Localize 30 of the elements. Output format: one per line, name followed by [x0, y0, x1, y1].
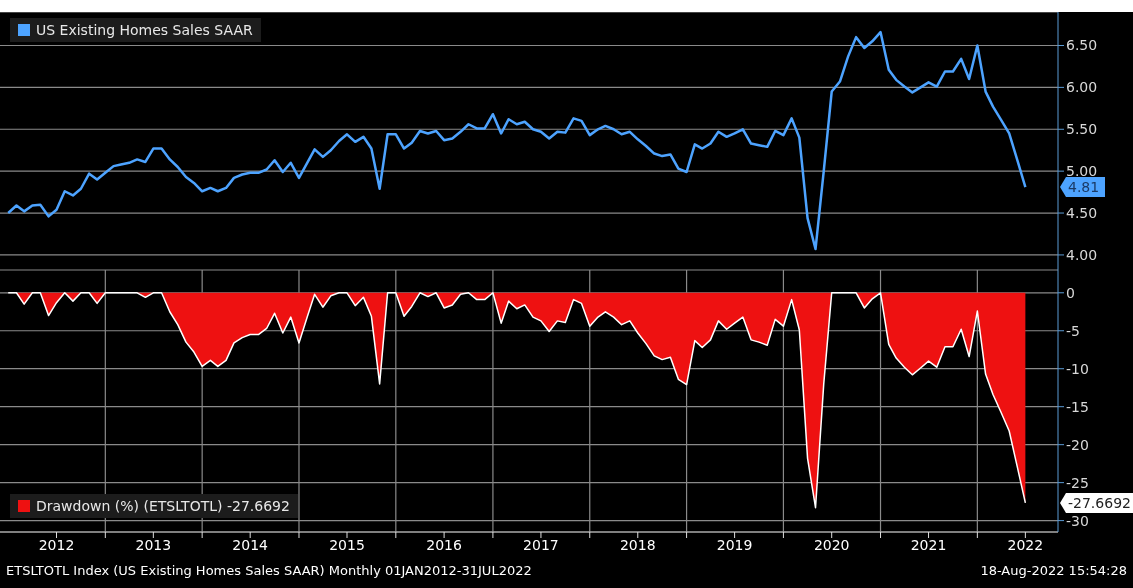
x-tick-label: 2016 — [426, 536, 463, 553]
text: -27.6692 — [1068, 494, 1131, 511]
y-tick-label: 4.50 — [1066, 205, 1098, 222]
y-tick-label: 4.00 — [1066, 246, 1098, 263]
legend-label: Drawdown (%) (ETSLTOTL) -27.6692 — [36, 498, 290, 514]
text: 18-Aug-2022 15:54:28 — [980, 562, 1127, 578]
y-tick-label: -30 — [1066, 512, 1089, 529]
x-tick-label: 2018 — [619, 536, 656, 553]
x-tick-label: 2019 — [716, 536, 753, 553]
x-tick-label: 2017 — [523, 536, 559, 553]
x-tick-label: 2015 — [329, 536, 365, 553]
y-tick-label: -10 — [1066, 360, 1089, 377]
y-tick-label: -25 — [1066, 474, 1089, 491]
legend-label: US Existing Homes Sales SAAR — [36, 22, 253, 38]
y-tick-label: 6.50 — [1066, 37, 1098, 54]
text: 4.81 — [1068, 179, 1100, 196]
x-tick-label: 2012 — [38, 536, 75, 553]
x-tick-label: 2020 — [813, 536, 850, 553]
y-tick-label: 6.00 — [1066, 79, 1098, 96]
y-tick-label: -5 — [1066, 322, 1080, 339]
y-tick-label: -20 — [1066, 436, 1089, 453]
y-tick-label: -15 — [1066, 398, 1089, 415]
text: ETSLTOTL Index (US Existing Homes Sales SAAR) Monthly 01JAN2012-31JUL2022 — [6, 562, 532, 578]
x-tick-label: 2013 — [135, 536, 172, 553]
x-tick-label: 2014 — [232, 536, 269, 553]
y-tick-label: 5.00 — [1066, 163, 1098, 180]
x-tick-label: 2021 — [910, 536, 947, 553]
y-tick-label: 5.50 — [1066, 121, 1098, 138]
x-tick-label: 2022 — [1007, 536, 1044, 553]
y-tick-label: 0 — [1066, 284, 1075, 301]
